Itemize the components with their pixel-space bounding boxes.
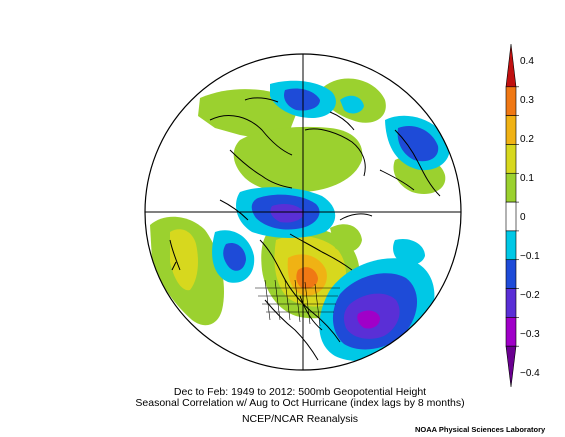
colorbar-tick-label: −0.2: [520, 290, 540, 301]
colorbar-segment: [505, 259, 517, 289]
positive-region-north-america-peak: [296, 267, 318, 289]
caption-line-3: NCEP/NCAR Reanalysis: [241, 413, 359, 425]
map-disc: [145, 54, 461, 370]
positive-region-north-europe: [330, 224, 362, 253]
negative-region-europe-core: [397, 126, 439, 162]
negative-region-atlantic-peak: [357, 310, 380, 329]
colorbar-segment: [505, 201, 517, 232]
positive-region-pacific-west-core: [170, 229, 198, 291]
colorbar-tick-label: 0.4: [520, 56, 534, 67]
colorbar-segment: [505, 345, 517, 388]
colorbar-tick-label: 0.2: [520, 134, 534, 145]
negative-region-arctic-small: [340, 95, 364, 114]
caption-line-2: Seasonal Correlation w/ Aug to Oct Hurri…: [135, 397, 465, 409]
colorbar-segment: [505, 230, 517, 261]
colorbar-segment: [505, 86, 517, 116]
colorbar-segment: [505, 43, 517, 88]
negative-region-arctic-east: [393, 238, 425, 265]
credit-label: NOAA Physical Sciences Laboratory: [415, 425, 546, 434]
colorbar-segment: [505, 288, 517, 318]
colorbar-tick-label: 0: [520, 212, 526, 223]
negative-region-north-pacific-core: [284, 88, 320, 111]
coastlines: [169, 97, 441, 361]
colorbar-tick-label: −0.3: [520, 329, 540, 340]
colorbar-segment: [505, 115, 517, 145]
negative-region-polar-peak: [270, 204, 304, 223]
negative-region-canada-west-core: [223, 242, 246, 271]
colorbar-tick-label: 0.1: [520, 173, 534, 184]
colorbar-segment: [505, 144, 517, 174]
positive-region-siberia: [233, 126, 363, 193]
colorbar-tick-label: −0.1: [520, 251, 540, 262]
colorbar-segment: [505, 172, 517, 203]
colorbar-tick-label: −0.4: [520, 368, 540, 379]
grid-lines: [255, 279, 340, 327]
colorbar: [505, 43, 519, 388]
colorbar-tick-label: 0.3: [520, 95, 534, 106]
colorbar-segment: [505, 317, 517, 347]
caption-line-1: Dec to Feb: 1949 to 2012: 500mb Geopoten…: [173, 386, 427, 398]
